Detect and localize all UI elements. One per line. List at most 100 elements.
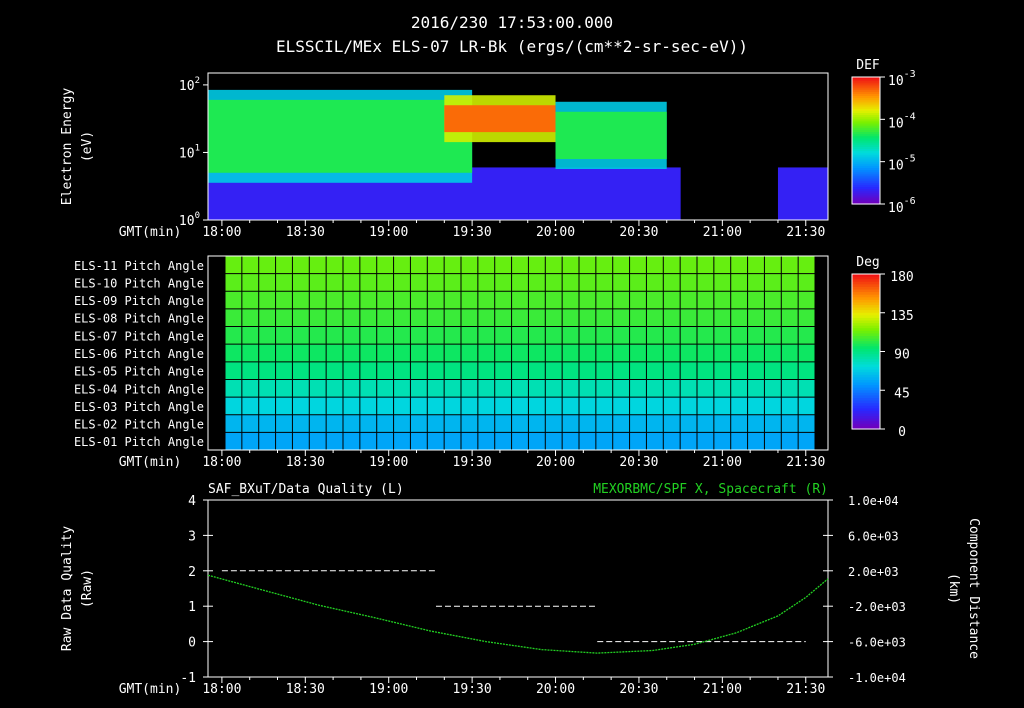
colorbar-segment [852,274,880,278]
spacecraft-title: MEXORBMC/SPF X, Spacecraft (R) [593,482,828,497]
pitch-angle-row [225,361,815,380]
time-tick-label: 18:30 [286,455,325,470]
spacecraft-distance-line [207,574,829,654]
colorbar-segment [852,297,880,301]
colorbar-segment [852,153,880,156]
quality-tick-label: 0 [188,636,196,651]
energy-time-axis: GMT(min) 18:00 18:30 19:00 19:30 20:00 20:30 21… [119,220,825,240]
colorbar-segment [852,79,880,82]
colorbar-segment [852,351,880,355]
colorbar-segment [852,151,880,154]
colorbar-segment [852,85,880,89]
pitch-angle-row-label: ELS-07 Pitch Angle [74,329,204,343]
colorbar-segment [852,191,880,195]
colorbar-segment [852,330,880,335]
energy-axis-label: Electron Energy [60,88,75,206]
quality-tick-label: 3 [188,529,196,544]
colorbar-segment [852,110,880,114]
line-time-axis: GMT(min) 18:00 18:30 19:00 19:30 20:00 20:30 21… [119,677,825,697]
colorbar-frame [851,76,881,205]
colorbar-segment [852,307,880,311]
colorbar-segment [852,310,880,314]
energy-tick-label: 100 [179,211,200,229]
colorbar-segment [852,312,880,316]
colorbar-segment [852,315,880,319]
colorbar-segment [852,142,880,146]
distance-tick-label: -1.0e+04 [848,671,906,685]
colorbar-segment [852,100,880,103]
colorbar-segment [852,299,880,304]
time-tick-label: 19:00 [369,225,408,240]
colorbar-segment [852,93,880,97]
colorbar-segment [852,403,880,407]
pitch-angle-row-label: ELS-06 Pitch Angle [74,347,204,361]
pitch-angle-row [225,344,815,362]
colorbar-title: DEF [856,58,880,73]
quality-title: SAF_BXuT/Data Quality (L) [208,482,404,497]
deg-colorbar: Deg 180 135 90 45 0 [851,255,914,440]
energy-axis-unit: (eV) [80,131,95,162]
colorbar-segment [852,405,880,409]
colorbar-segment [852,387,880,391]
pitch-angle-row-labels: ELS-11 Pitch Angle ELS-10 Pitch Angle ELS-… [74,259,204,449]
colorbar-segment [852,125,880,129]
colorbar-segment [852,136,880,139]
colorbar-segment [852,400,880,404]
colorbar-segment [852,336,880,340]
colorbar-segment [852,193,880,197]
colorbar-segment [852,390,880,394]
time-tick-label: 19:00 [369,682,408,697]
time-tick-label: 19:30 [453,225,492,240]
colorbar-segment [852,395,880,399]
colorbar-segment [852,302,880,306]
colorbar-segment [852,140,880,144]
colorbar-segment [852,343,880,347]
pitch-angle-row-label: ELS-02 Pitch Angle [74,418,204,432]
colorbar-segment [852,148,880,152]
pitch-angle-row [225,379,815,398]
colorbar-segment [852,127,880,131]
time-axis-label: GMT(min) [119,455,182,470]
colorbar-segment [852,289,880,293]
colorbar-tick-label: 10-6 [888,196,916,216]
colorbar-segment [852,178,880,182]
colorbar-segment [852,382,880,386]
distance-tick-label: 2.0e+03 [848,565,899,579]
colorbar-segment [852,170,880,173]
distance-tick-label: 6.0e+03 [848,529,899,543]
colorbar-tick-label: 10-4 [888,111,916,131]
spectrogram-feature [555,111,667,159]
colorbar-segment [852,161,880,165]
colorbar-segment [852,328,880,332]
colorbar-segment [852,320,880,324]
colorbar-segment [852,416,880,420]
pitch-angle-row-label: ELS-05 Pitch Angle [74,365,204,379]
colorbar-segment [852,286,880,291]
colorbar-tick-label: 90 [894,348,910,363]
colorbar-segment [852,165,880,169]
pitch-angle-row-label: ELS-09 Pitch Angle [74,294,204,308]
energy-tick-label: 101 [179,143,200,161]
colorbar-segment [852,174,880,178]
colorbar-segment [852,119,880,123]
colorbar-segment [852,146,880,150]
colorbar-segment [852,77,880,80]
def-colorbar: DEF 10-3 10-4 10-5 10-6 [851,58,916,216]
colorbar-segment [852,144,880,148]
time-tick-label: 21:30 [786,455,825,470]
colorbar-segment [852,333,880,337]
colorbar-segment [852,323,880,327]
colorbar-segment [852,359,880,363]
pitch-angle-row [225,308,815,327]
colorbar-segment [852,354,880,358]
time-tick-label: 19:30 [453,682,492,697]
colorbar-segment [852,284,880,288]
colorbar-segment [852,104,880,108]
pitch-angle-row [225,414,815,433]
distance-tick-label: 1.0e+04 [848,494,899,508]
energy-spectrogram [208,73,828,220]
colorbar-segment [852,364,880,368]
pitch-angle-row-label: ELS-03 Pitch Angle [74,400,204,414]
time-axis-label: GMT(min) [119,682,182,697]
